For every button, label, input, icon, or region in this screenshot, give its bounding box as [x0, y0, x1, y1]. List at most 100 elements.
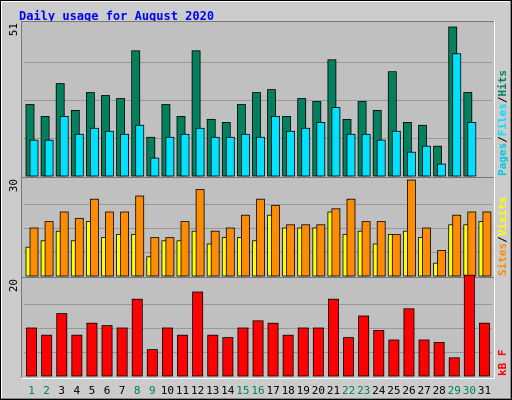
x-label-day-23: 23 — [357, 384, 370, 397]
bar-kbytes-day-2 — [41, 334, 53, 377]
x-label-day-6: 6 — [104, 384, 111, 397]
legend-kbytes: kB F — [496, 350, 509, 377]
x-label-day-28: 28 — [433, 384, 446, 397]
x-label-day-18: 18 — [282, 384, 295, 397]
bar-files-day-3 — [59, 116, 69, 177]
x-label-day-1: 1 — [28, 384, 35, 397]
bar-files-day-2 — [44, 139, 54, 177]
legend-pages: Pages — [496, 143, 509, 176]
bar-kbytes-day-29 — [448, 357, 460, 377]
bar-files-day-10 — [165, 136, 175, 177]
bar-kbytes-day-21 — [327, 298, 339, 377]
bar-files-day-17 — [271, 116, 280, 177]
x-label-day-9: 9 — [149, 384, 156, 397]
bar-kbytes-day-17 — [267, 322, 279, 377]
bar-sites-day-29 — [452, 214, 462, 277]
bar-files-day-12 — [195, 127, 205, 177]
bar-files-day-4 — [74, 133, 84, 177]
bar-sites-day-3 — [59, 211, 69, 277]
x-label-day-5: 5 — [89, 384, 96, 397]
legend-visits: Visits — [496, 197, 509, 237]
bar-sites-day-31 — [482, 211, 492, 277]
x-label-day-3: 3 — [58, 384, 65, 397]
bar-sites-day-25 — [391, 233, 401, 277]
bar-sites-day-23 — [361, 221, 371, 277]
legend-hits: Hits — [496, 70, 509, 97]
bar-files-day-9 — [150, 157, 160, 177]
x-label-day-16: 16 — [251, 384, 264, 397]
legend-sep: / — [496, 236, 509, 243]
bar-files-day-26 — [406, 151, 416, 177]
bar-kbytes-day-26 — [403, 308, 415, 377]
bar-sites-day-10 — [165, 237, 175, 277]
bar-files-day-21 — [331, 107, 341, 177]
bar-kbytes-day-31 — [478, 322, 490, 377]
bar-sites-day-2 — [44, 221, 54, 277]
y-max-label: 51 — [7, 23, 20, 36]
bar-kbytes-day-30 — [463, 274, 475, 377]
bar-kbytes-day-9 — [146, 349, 158, 377]
x-label-day-26: 26 — [402, 384, 415, 397]
bar-files-day-6 — [105, 130, 114, 177]
bar-sites-day-7 — [120, 211, 129, 277]
bar-files-day-19 — [301, 127, 311, 177]
y-max-label: 30 — [7, 179, 20, 192]
x-label-day-21: 21 — [327, 384, 340, 397]
bar-sites-day-8 — [135, 195, 145, 277]
panel-kbytes: 20 kB F — [7, 274, 509, 379]
bar-files-day-25 — [391, 130, 401, 177]
bar-kbytes-day-13 — [207, 334, 219, 377]
bar-kbytes-day-18 — [282, 334, 294, 377]
bar-kbytes-day-24 — [373, 329, 385, 377]
bar-kbytes-day-16 — [252, 320, 264, 377]
bar-kbytes-day-7 — [116, 327, 128, 377]
x-label-day-14: 14 — [221, 384, 235, 397]
bar-kbytes-day-6 — [101, 325, 113, 377]
chart-title: Daily usage for August 2020 — [19, 9, 214, 23]
bar-kbytes-day-23 — [358, 315, 370, 377]
legend: kB F — [496, 350, 509, 377]
x-label-day-13: 13 — [206, 384, 219, 397]
bar-sites-day-5 — [90, 198, 99, 277]
bar-sites-day-16 — [256, 198, 265, 277]
legend: Sites/Visits — [496, 197, 509, 277]
bar-sites-day-6 — [105, 211, 114, 277]
bar-sites-day-15 — [240, 214, 250, 277]
bar-sites-day-21 — [331, 208, 341, 277]
x-label-day-8: 8 — [134, 384, 141, 397]
bar-kbytes-day-20 — [312, 327, 324, 377]
bar-kbytes-day-4 — [71, 334, 83, 377]
bar-kbytes-day-10 — [161, 327, 173, 377]
x-label-day-25: 25 — [387, 384, 400, 397]
bar-sites-day-24 — [376, 221, 386, 277]
bar-files-day-23 — [361, 133, 371, 177]
bar-sites-day-17 — [271, 205, 280, 277]
x-label-day-19: 19 — [297, 384, 310, 397]
bar-sites-day-20 — [316, 224, 326, 277]
y-max-label: 20 — [7, 279, 20, 292]
bar-files-day-13 — [210, 136, 220, 177]
bar-files-day-20 — [316, 122, 326, 177]
bar-sites-day-30 — [467, 211, 477, 277]
legend-sep: / — [496, 96, 509, 103]
bar-files-day-27 — [422, 145, 431, 177]
bar-files-day-28 — [437, 163, 447, 177]
bar-files-day-7 — [120, 133, 129, 177]
x-label-day-30: 30 — [463, 384, 476, 397]
bar-kbytes-day-19 — [297, 327, 309, 377]
x-label-day-11: 11 — [176, 384, 189, 397]
x-label-day-22: 22 — [342, 384, 355, 397]
x-label-day-15: 15 — [236, 384, 249, 397]
bar-files-day-11 — [180, 133, 190, 177]
bar-files-day-1 — [29, 139, 39, 177]
bar-kbytes-day-14 — [222, 337, 234, 377]
bar-kbytes-day-25 — [388, 339, 400, 377]
bar-sites-day-19 — [301, 224, 311, 277]
x-label-day-29: 29 — [448, 384, 461, 397]
bar-files-day-18 — [286, 130, 296, 177]
bar-sites-day-11 — [180, 221, 190, 277]
x-label-day-7: 7 — [119, 384, 126, 397]
